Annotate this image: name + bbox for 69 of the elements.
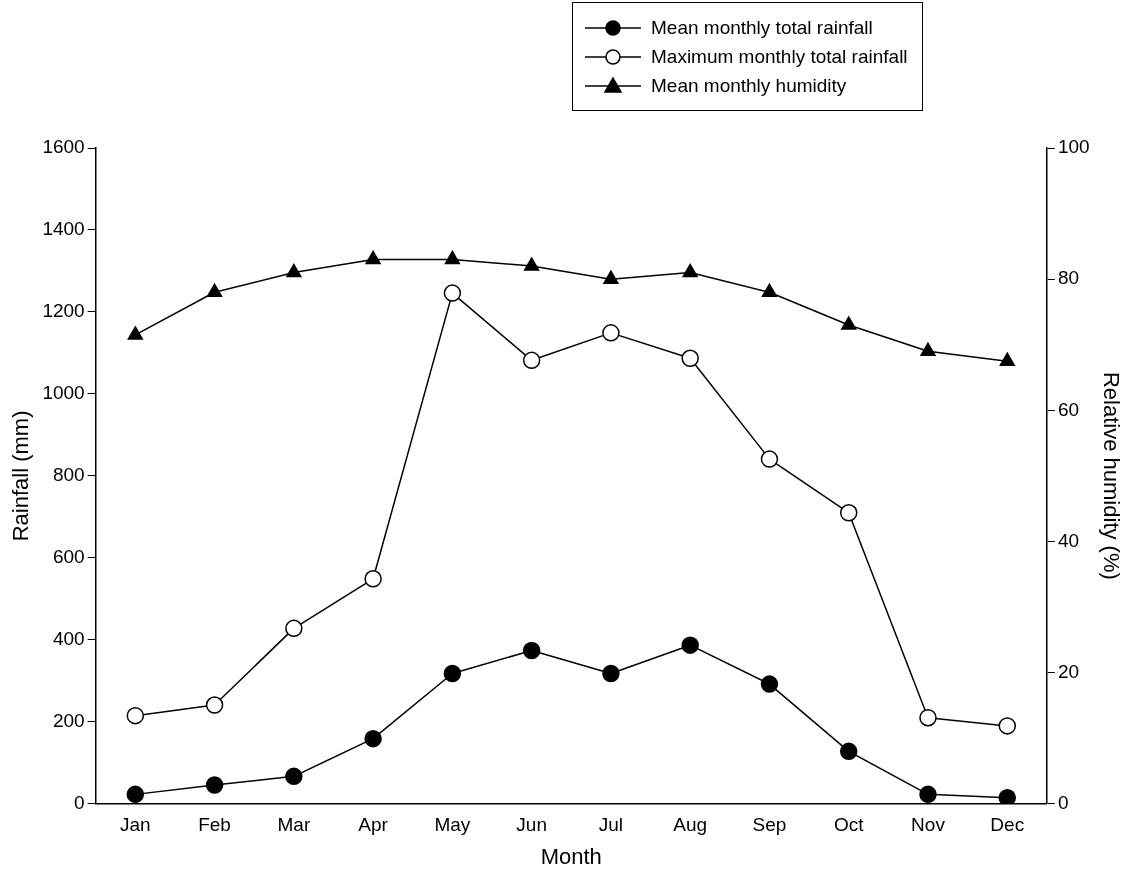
x-tick-label: Dec bbox=[990, 814, 1025, 836]
point bbox=[920, 342, 936, 357]
y-tick-label: 1600 bbox=[42, 136, 85, 158]
x-tick-label: Apr bbox=[358, 814, 389, 836]
x-tick-label: Jul bbox=[598, 814, 624, 836]
y2-tick-label: 40 bbox=[1057, 529, 1080, 551]
x-tick-label: Mar bbox=[277, 814, 311, 836]
point bbox=[286, 263, 302, 278]
x-tick-label: Oct bbox=[833, 814, 865, 836]
point bbox=[999, 352, 1015, 366]
point bbox=[841, 316, 857, 330]
point bbox=[443, 664, 462, 683]
point bbox=[681, 349, 699, 368]
x-tick-label: May bbox=[434, 814, 471, 836]
point bbox=[126, 706, 145, 725]
y-tick-label: 1400 bbox=[42, 218, 85, 240]
point bbox=[839, 504, 858, 522]
x-tick-label: Jun bbox=[516, 814, 547, 836]
point bbox=[127, 326, 143, 340]
point bbox=[839, 742, 858, 761]
point bbox=[760, 450, 779, 468]
x-tick-label: Jan bbox=[119, 814, 151, 836]
point bbox=[603, 270, 619, 284]
y-axis-title: Rainfall (mm) bbox=[8, 410, 34, 542]
y-tick-label: 1000 bbox=[42, 382, 85, 404]
point bbox=[760, 675, 779, 693]
y-tick-label: 800 bbox=[52, 464, 85, 486]
point bbox=[443, 284, 462, 302]
point bbox=[919, 785, 937, 804]
x-axis-title: Month bbox=[540, 843, 602, 869]
y-tick-label: 200 bbox=[52, 710, 85, 732]
y2-tick-label: 100 bbox=[1057, 136, 1090, 158]
point bbox=[761, 283, 778, 298]
point bbox=[681, 636, 699, 654]
y-tick-label: 0 bbox=[74, 792, 85, 814]
point bbox=[364, 570, 382, 588]
point bbox=[126, 785, 145, 804]
point bbox=[523, 257, 540, 271]
x-tick-label: Aug bbox=[673, 814, 708, 836]
point bbox=[919, 708, 937, 727]
x-tick-label: Sep bbox=[752, 814, 787, 836]
point bbox=[285, 619, 303, 638]
y2-axis-title: Relative humidity (%) bbox=[1098, 371, 1124, 580]
point bbox=[682, 263, 698, 278]
point bbox=[285, 767, 303, 786]
x-tick-label: Feb bbox=[198, 814, 231, 836]
point bbox=[205, 776, 224, 794]
legend-label: Mean monthly humidity bbox=[651, 74, 847, 97]
y2-tick-label: 0 bbox=[1057, 792, 1069, 814]
point bbox=[998, 717, 1017, 735]
point bbox=[602, 664, 620, 683]
legend-label: Maximum monthly total rainfall bbox=[651, 45, 908, 68]
y-tick-label: 1200 bbox=[42, 300, 85, 322]
point bbox=[602, 324, 620, 342]
point bbox=[205, 696, 224, 714]
y2-tick-label: 80 bbox=[1057, 267, 1080, 289]
x-tick-label: Nov bbox=[911, 814, 946, 836]
point bbox=[522, 641, 541, 660]
y2-tick-label: 60 bbox=[1057, 398, 1080, 420]
legend-label: Mean monthly total rainfall bbox=[651, 16, 873, 39]
point bbox=[444, 250, 461, 265]
point bbox=[364, 729, 382, 748]
point bbox=[522, 351, 541, 370]
point bbox=[365, 250, 381, 265]
y2-tick-label: 20 bbox=[1057, 660, 1080, 682]
point bbox=[206, 283, 223, 298]
y-tick-label: 400 bbox=[52, 628, 85, 650]
y-tick-label: 600 bbox=[52, 546, 85, 568]
point bbox=[998, 788, 1017, 804]
